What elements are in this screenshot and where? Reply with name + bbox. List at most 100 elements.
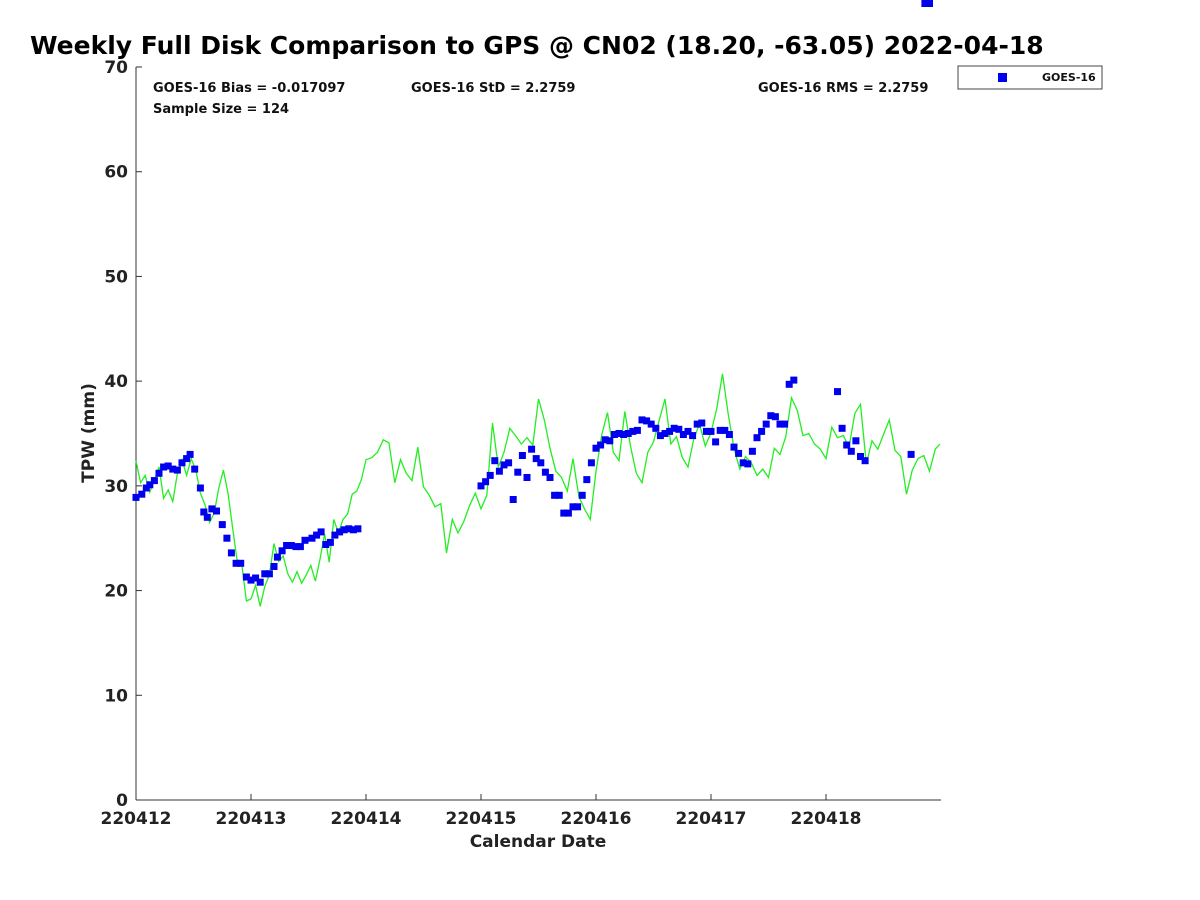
goes16-data-point (698, 419, 706, 427)
goes16-data-point (689, 432, 697, 440)
goes16-data-point (758, 427, 766, 435)
stat-std: GOES-16 StD = 2.2759 (411, 81, 575, 96)
y-axis-label: TPW (mm) (79, 383, 99, 483)
x-tick-label: 220417 (676, 809, 747, 829)
goes16-data-point (767, 412, 775, 420)
goes16-data-point (273, 553, 281, 561)
goes16-data-point (196, 484, 204, 492)
legend-box (957, 65, 1103, 90)
goes16-data-point (537, 459, 545, 467)
goes16-data-point (744, 460, 752, 468)
goes16-data-point (716, 426, 724, 434)
goes16-data-point (847, 447, 855, 455)
goes16-data-point (670, 424, 678, 432)
x-axis-label: Calendar Date (470, 832, 607, 852)
goes16-data-point (486, 471, 494, 479)
goes16-data-point (514, 468, 522, 476)
goes16-data-point (781, 420, 789, 428)
x-axis-ticks: 220412 220413 220414 220415 220416 220417 2204… (101, 794, 861, 829)
goes16-data-point (679, 431, 687, 438)
goes16-data-point (237, 559, 245, 567)
goes16-data-point (721, 426, 729, 434)
goes16-data-point (482, 478, 490, 486)
goes16-data-point (200, 508, 208, 516)
goes16-data-point (500, 461, 508, 469)
goes16-data-point (739, 459, 747, 467)
goes16-data-point (583, 476, 591, 484)
goes16-data-point (587, 459, 595, 467)
goes16-data-point (560, 509, 568, 517)
goes16-data-point (712, 438, 720, 446)
goes16-data-point (138, 490, 146, 498)
goes16-data-point (675, 425, 683, 433)
goes16-data-point (292, 543, 300, 551)
goes16-data-point (852, 437, 860, 445)
goes16-data-point (926, 0, 933, 7)
goes16-data-point (907, 450, 915, 458)
goes16-data-point (169, 465, 177, 473)
goes16-data-point (555, 491, 563, 499)
goes16-data-point (661, 430, 669, 437)
goes16-data-point (578, 491, 586, 499)
goes16-data-point (261, 570, 269, 578)
goes16-data-point (491, 457, 499, 465)
stat-rms: GOES-16 RMS = 2.2759 (758, 81, 928, 96)
y-axis-ticks: 0 10 20 30 40 50 60 70 (104, 58, 142, 811)
stat-sample-size: Sample Size = 124 (153, 102, 289, 117)
goes16-data-point (477, 482, 485, 490)
goes16-data-point (684, 427, 692, 435)
goes16-data-point (624, 430, 632, 437)
goes16-data-point (730, 443, 738, 451)
goes16-data-point (546, 474, 554, 481)
goes16-data-point (606, 437, 614, 445)
chart-title: Weekly Full Disk Comparison to GPS @ CN0… (30, 31, 1044, 60)
goes16-data-point (160, 463, 168, 471)
gps-series-line (135, 373, 941, 607)
plot-area (136, 67, 941, 800)
goes16-data-point (322, 541, 330, 548)
goes16-data-point (647, 420, 655, 428)
goes16-data-point (857, 453, 864, 460)
goes16-data-point (178, 459, 186, 467)
goes16-data-point (155, 469, 163, 477)
goes16-data-point (191, 465, 199, 473)
goes16-data-point (283, 542, 291, 549)
goes16-data-point (551, 491, 559, 499)
goes16-data-point (227, 549, 235, 557)
goes16-series (132, 0, 933, 586)
goes16-data-point (921, 0, 929, 7)
goes16-data-point (666, 427, 674, 435)
goes16-data-point (707, 427, 715, 435)
goes16-data-point (505, 459, 513, 467)
goes16-data-point (336, 528, 344, 536)
legend: GOES-16 (957, 65, 1103, 90)
y-tick-label: 50 (104, 267, 128, 287)
goes16-data-point (232, 559, 240, 567)
goes16-data-point (296, 543, 304, 551)
goes16-data-point (203, 513, 211, 521)
goes16-data-point (574, 503, 582, 511)
goes16-data-point (132, 493, 140, 501)
goes16-data-point (164, 462, 172, 470)
goes16-data-point (643, 417, 651, 425)
goes16-data-point (597, 441, 605, 449)
goes16-data-point (541, 468, 549, 476)
goes16-data-point (620, 431, 628, 438)
goes16-data-point (186, 450, 194, 458)
goes16-data-point (834, 388, 841, 396)
goes16-data-point (838, 424, 846, 432)
y-tick-label: 30 (104, 477, 128, 497)
goes16-data-point (213, 507, 220, 515)
goes16-data-point (183, 455, 191, 463)
goes16-data-point (218, 521, 226, 529)
y-tick-label: 70 (104, 58, 128, 78)
goes16-data-point (629, 427, 637, 435)
goes16-data-point (313, 531, 321, 539)
goes16-data-point (656, 432, 664, 440)
x-tick-label: 220413 (216, 809, 287, 829)
goes16-data-point (762, 420, 770, 428)
goes16-data-point (495, 467, 503, 475)
goes16-data-point (354, 525, 362, 533)
goes16-data-point (242, 573, 250, 581)
x-tick-label: 220412 (101, 809, 172, 829)
